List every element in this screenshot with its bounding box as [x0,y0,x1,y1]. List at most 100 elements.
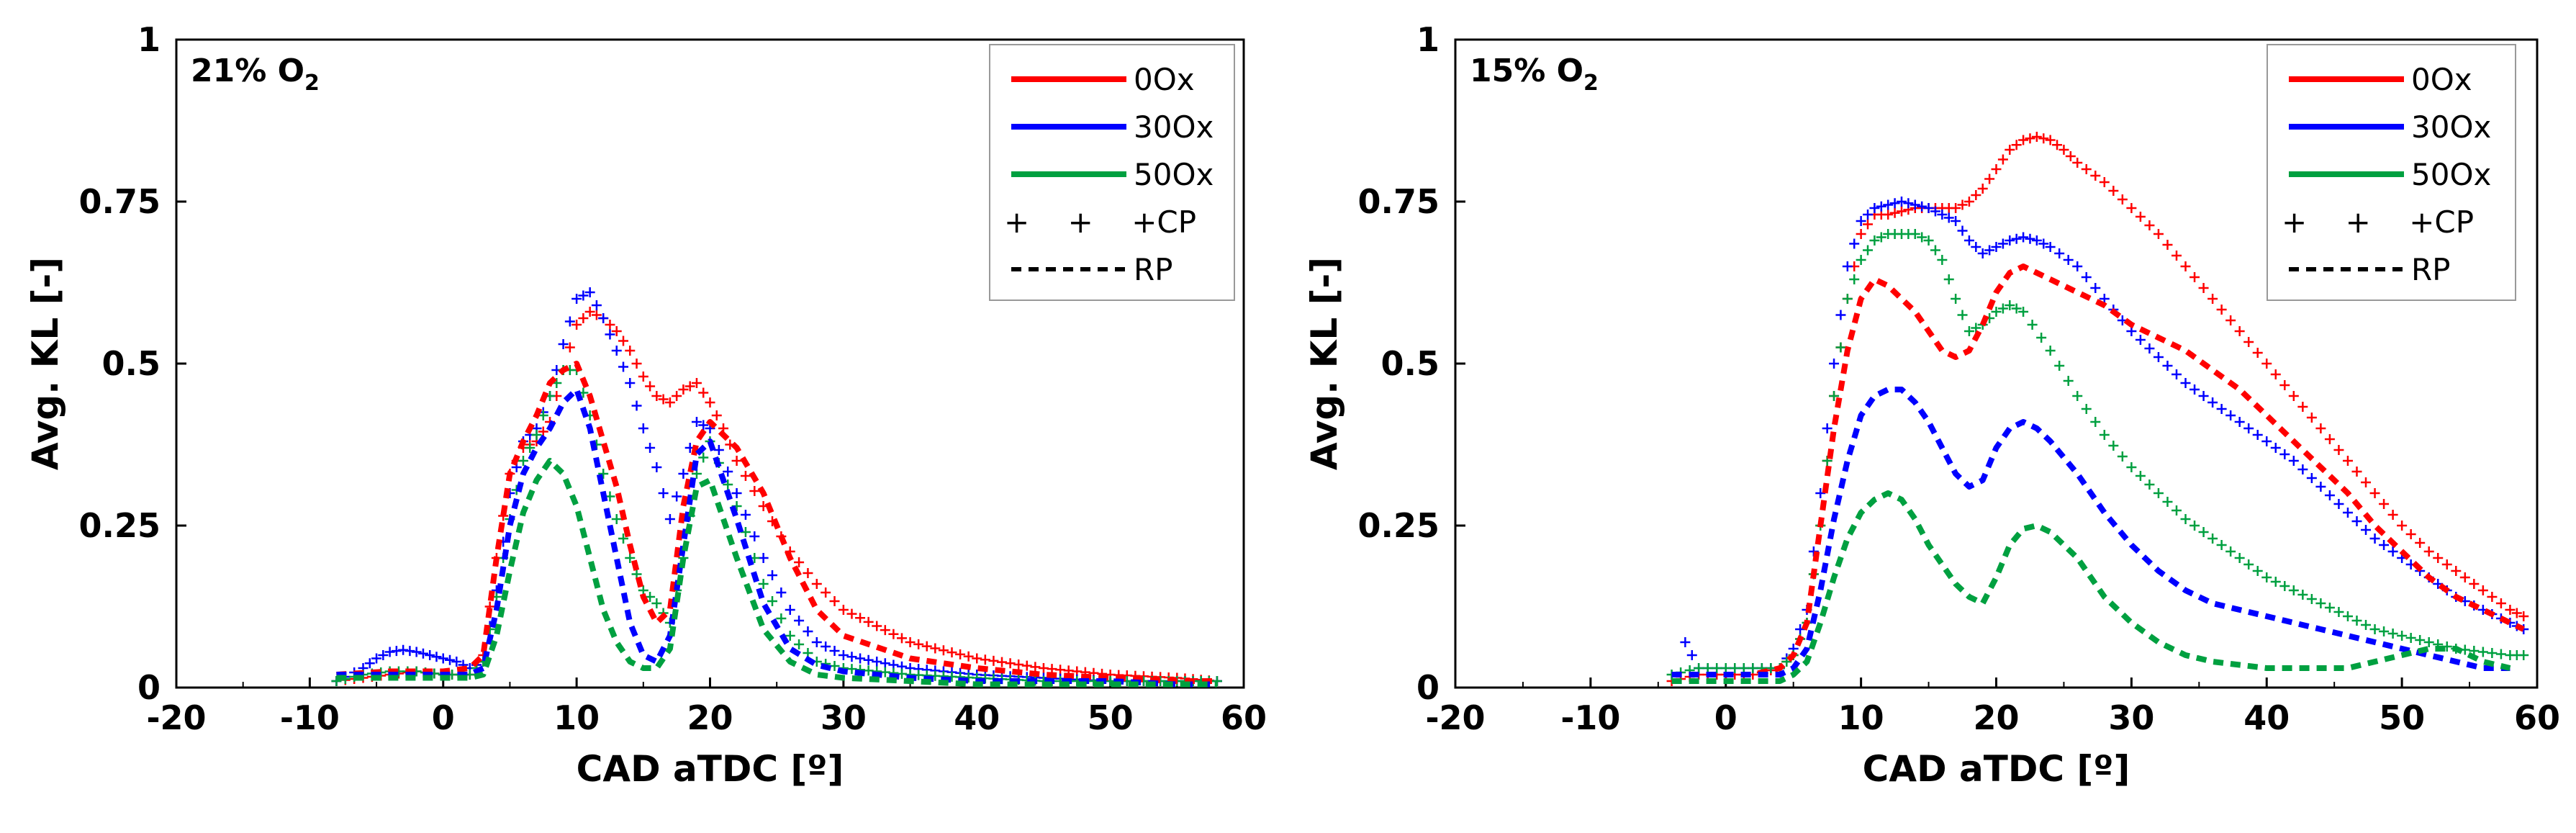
cp-marker [2018,307,2029,317]
cp-marker [1829,391,1840,401]
cp-marker [2459,572,2470,582]
cp-marker [758,553,769,563]
cp-marker [625,378,636,388]
cp-marker [2153,229,2164,239]
cp-marker [672,491,682,502]
cp-marker [384,647,395,657]
cp-marker [2361,620,2372,630]
cp-marker [664,397,675,408]
cp-marker [776,587,787,598]
cp-marker [2081,404,2092,414]
x-tick-label: 50 [2379,698,2425,737]
cp-marker [2261,359,2272,369]
cp-marker [2324,434,2335,444]
cp-marker [2180,514,2191,524]
cp-marker [2054,361,2065,371]
cp-marker [651,391,662,401]
cp-marker [740,527,751,537]
cp-marker [558,339,569,349]
cp-marker [2361,525,2372,535]
cp-marker [2153,352,2164,362]
cp-marker [2072,391,2083,401]
cp-marker [1977,248,1988,258]
cp-marker [905,637,916,647]
cp-marker [2018,135,2029,145]
y-tick-label: 0.5 [1381,344,1440,383]
cp-marker [2297,590,2308,600]
cp-marker [938,645,949,656]
cp-marker [2153,488,2164,498]
cp-marker [678,384,689,395]
cp-marker [591,310,602,320]
cp-marker [2342,456,2353,466]
cp-marker [888,629,899,639]
cp-marker [1849,274,1860,284]
cp-marker [946,647,957,658]
legend-label: RP [1134,252,1173,287]
cp-marker [872,621,882,631]
cp-marker [1951,294,1961,304]
cp-marker [2243,559,2254,569]
cp-marker [2054,248,2065,258]
cp-marker [855,613,866,623]
cp-marker [1876,232,1886,243]
cp-marker [988,655,999,666]
legend-label: 50Ox [2411,157,2491,192]
cp-marker [1863,245,1874,256]
x-axis-label: CAD aTDC [º] [1863,748,2130,790]
cp-marker [1694,663,1704,673]
cp-marker [749,531,760,541]
cp-marker [2387,510,2398,520]
cp-marker [645,592,656,602]
cp-marker [1876,201,1886,212]
cp-marker [2415,538,2426,548]
plot-area [1666,132,2529,686]
cp-marker [1869,235,1880,246]
cp-marker [821,587,831,598]
cp-marker [838,605,849,615]
cp-marker [2038,238,2049,249]
cp-marker [1856,216,1866,226]
cp-marker [391,646,402,657]
x-tick-label: 60 [1221,698,1267,737]
cp-marker [1971,242,1981,252]
cp-marker [2361,477,2372,487]
cp-marker [2216,305,2227,315]
cp-marker [2351,467,2362,477]
cp-marker [672,391,682,401]
y-tick-label: 0.25 [79,506,161,545]
cp-marker [713,445,724,455]
cp-marker [1997,303,2008,314]
cp-marker [1963,235,1974,246]
legend-label: + + +CP [2282,204,2474,240]
cp-marker [821,641,831,652]
cp-marker [1957,310,1968,320]
panel-title-subscript: 2 [1583,71,1599,96]
cp-marker [2423,546,2434,557]
cp-marker [1997,238,2008,249]
cp-marker [776,613,787,623]
cp-marker [411,647,422,657]
cp-marker [584,307,595,317]
cp-marker [1917,201,1928,212]
cp-marker [1863,219,1874,230]
cp-marker [2031,132,2042,142]
cp-marker [625,346,636,356]
cp-marker [2279,581,2290,591]
y-tick-label: 0 [137,668,161,707]
cp-marker [1991,307,2002,317]
cp-marker [1680,637,1691,647]
legend-label: 0Ox [1134,62,1195,97]
cp-marker [2090,171,2101,181]
cp-marker [1977,184,1988,194]
cp-marker [2065,151,2076,161]
cp-marker [2207,533,2218,544]
cp-marker [2270,369,2281,379]
cp-marker [678,469,689,479]
cp-marker [518,456,528,466]
cp-marker [2315,598,2326,608]
cp-marker [2018,232,2029,243]
panel-title-subscript: 2 [304,71,320,96]
cp-marker [658,394,669,405]
cp-marker [1937,255,1948,265]
